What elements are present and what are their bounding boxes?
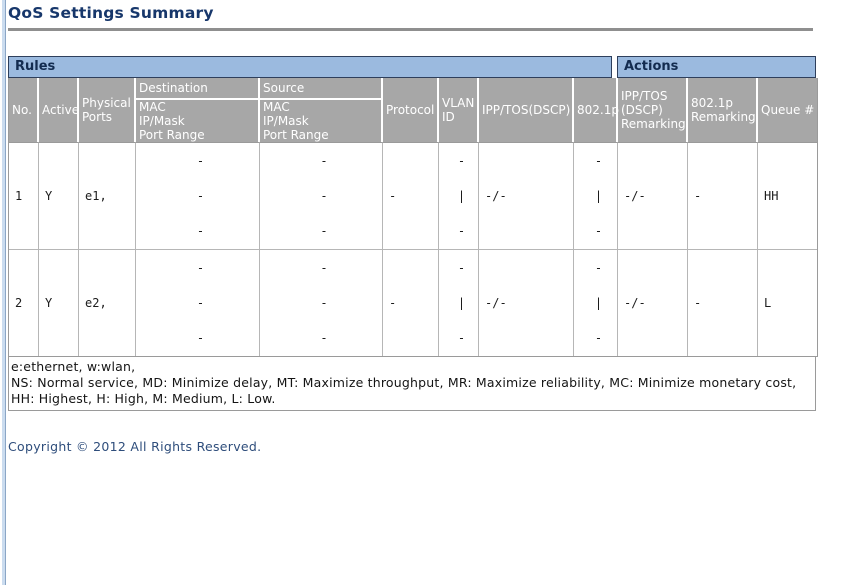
cell-802-1p: - | -	[574, 142, 618, 249]
qos-summary-table: Rules Actions No. Active Physical Ports …	[8, 56, 818, 411]
legend-notes: e:ethernet, w:wlan, NS: Normal service, …	[8, 357, 816, 411]
cell-ipp-tos-dscp-remarking: -/-	[618, 249, 688, 356]
col-subheader-source-fields: MAC IP/Mask Port Range	[260, 100, 383, 142]
col-header-queue: Queue #	[758, 78, 817, 142]
cell-physical-ports: e1,	[79, 142, 136, 249]
table-section-band: Rules Actions	[8, 56, 816, 78]
col-header-vlan-id: VLAN ID	[439, 78, 479, 142]
subheader-port-range: Port Range	[263, 128, 329, 142]
page-title: QoS Settings Summary	[8, 4, 214, 22]
note-line-service-types: NS: Normal service, MD: Minimize delay, …	[11, 375, 797, 390]
cell-802-1p: - | -	[574, 249, 618, 356]
subheader-ip-mask: IP/Mask	[139, 114, 185, 128]
cell-source: - - -	[260, 249, 383, 356]
cell-source: - - -	[260, 142, 383, 249]
cell-physical-ports: e2,	[79, 249, 136, 356]
subheader-port-range: Port Range	[139, 128, 205, 142]
cell-active: Y	[39, 249, 79, 356]
cell-vlan-id: - | -	[439, 142, 479, 249]
col-header-physical-ports: Physical Ports	[79, 78, 136, 142]
cell-queue: L	[758, 249, 817, 356]
cell-destination: - - -	[136, 142, 260, 249]
title-divider	[8, 28, 813, 31]
subheader-ip-mask: IP/Mask	[263, 114, 309, 128]
subheader-mac: MAC	[139, 100, 166, 114]
col-header-protocol: Protocol	[383, 78, 439, 142]
subheader-mac: MAC	[263, 100, 290, 114]
section-header-actions: Actions	[617, 56, 816, 78]
cell-destination: - - -	[136, 249, 260, 356]
cell-ipp-tos-dscp: -/-	[479, 249, 574, 356]
note-line-port-types: e:ethernet, w:wlan,	[11, 359, 136, 374]
section-band-gap	[612, 56, 617, 78]
col-header-destination: Destination	[136, 78, 260, 100]
col-header-ipp-tos-dscp-remarking: IPP/TOS (DSCP) Remarking	[618, 78, 688, 142]
cell-queue: HH	[758, 142, 817, 249]
cell-802-1p-remarking: -	[688, 249, 758, 356]
col-header-source: Source	[260, 78, 383, 100]
table-row: 2 Y e2, - - - - - -	[9, 249, 817, 356]
note-line-queue-levels: HH: Highest, H: High, M: Medium, L: Low.	[11, 391, 276, 406]
qos-summary-page: QoS Settings Summary Rules Actions No. A…	[8, 4, 818, 454]
copyright-text: Copyright © 2012 All Rights Reserved.	[8, 439, 262, 454]
col-subheader-destination-fields: MAC IP/Mask Port Range	[136, 100, 260, 142]
cell-active: Y	[39, 142, 79, 249]
col-header-802-1p-remarking: 802.1p Remarking	[688, 78, 758, 142]
cell-protocol: -	[383, 142, 439, 249]
page-left-border	[2, 0, 6, 585]
cell-ipp-tos-dscp: -/-	[479, 142, 574, 249]
section-header-rules: Rules	[8, 56, 612, 78]
cell-ipp-tos-dscp-remarking: -/-	[618, 142, 688, 249]
cell-protocol: -	[383, 249, 439, 356]
table-row: 1 Y e1, - - - - - -	[9, 142, 817, 249]
col-header-ipp-tos-dscp: IPP/TOS(DSCP)	[479, 78, 574, 142]
cell-802-1p-remarking: -	[688, 142, 758, 249]
cell-vlan-id: - | -	[439, 249, 479, 356]
cell-no: 2	[9, 249, 39, 356]
col-header-active: Active	[39, 78, 79, 142]
col-header-no: No.	[9, 78, 39, 142]
col-header-802-1p: 802.1p	[574, 78, 619, 142]
cell-no: 1	[9, 142, 39, 249]
